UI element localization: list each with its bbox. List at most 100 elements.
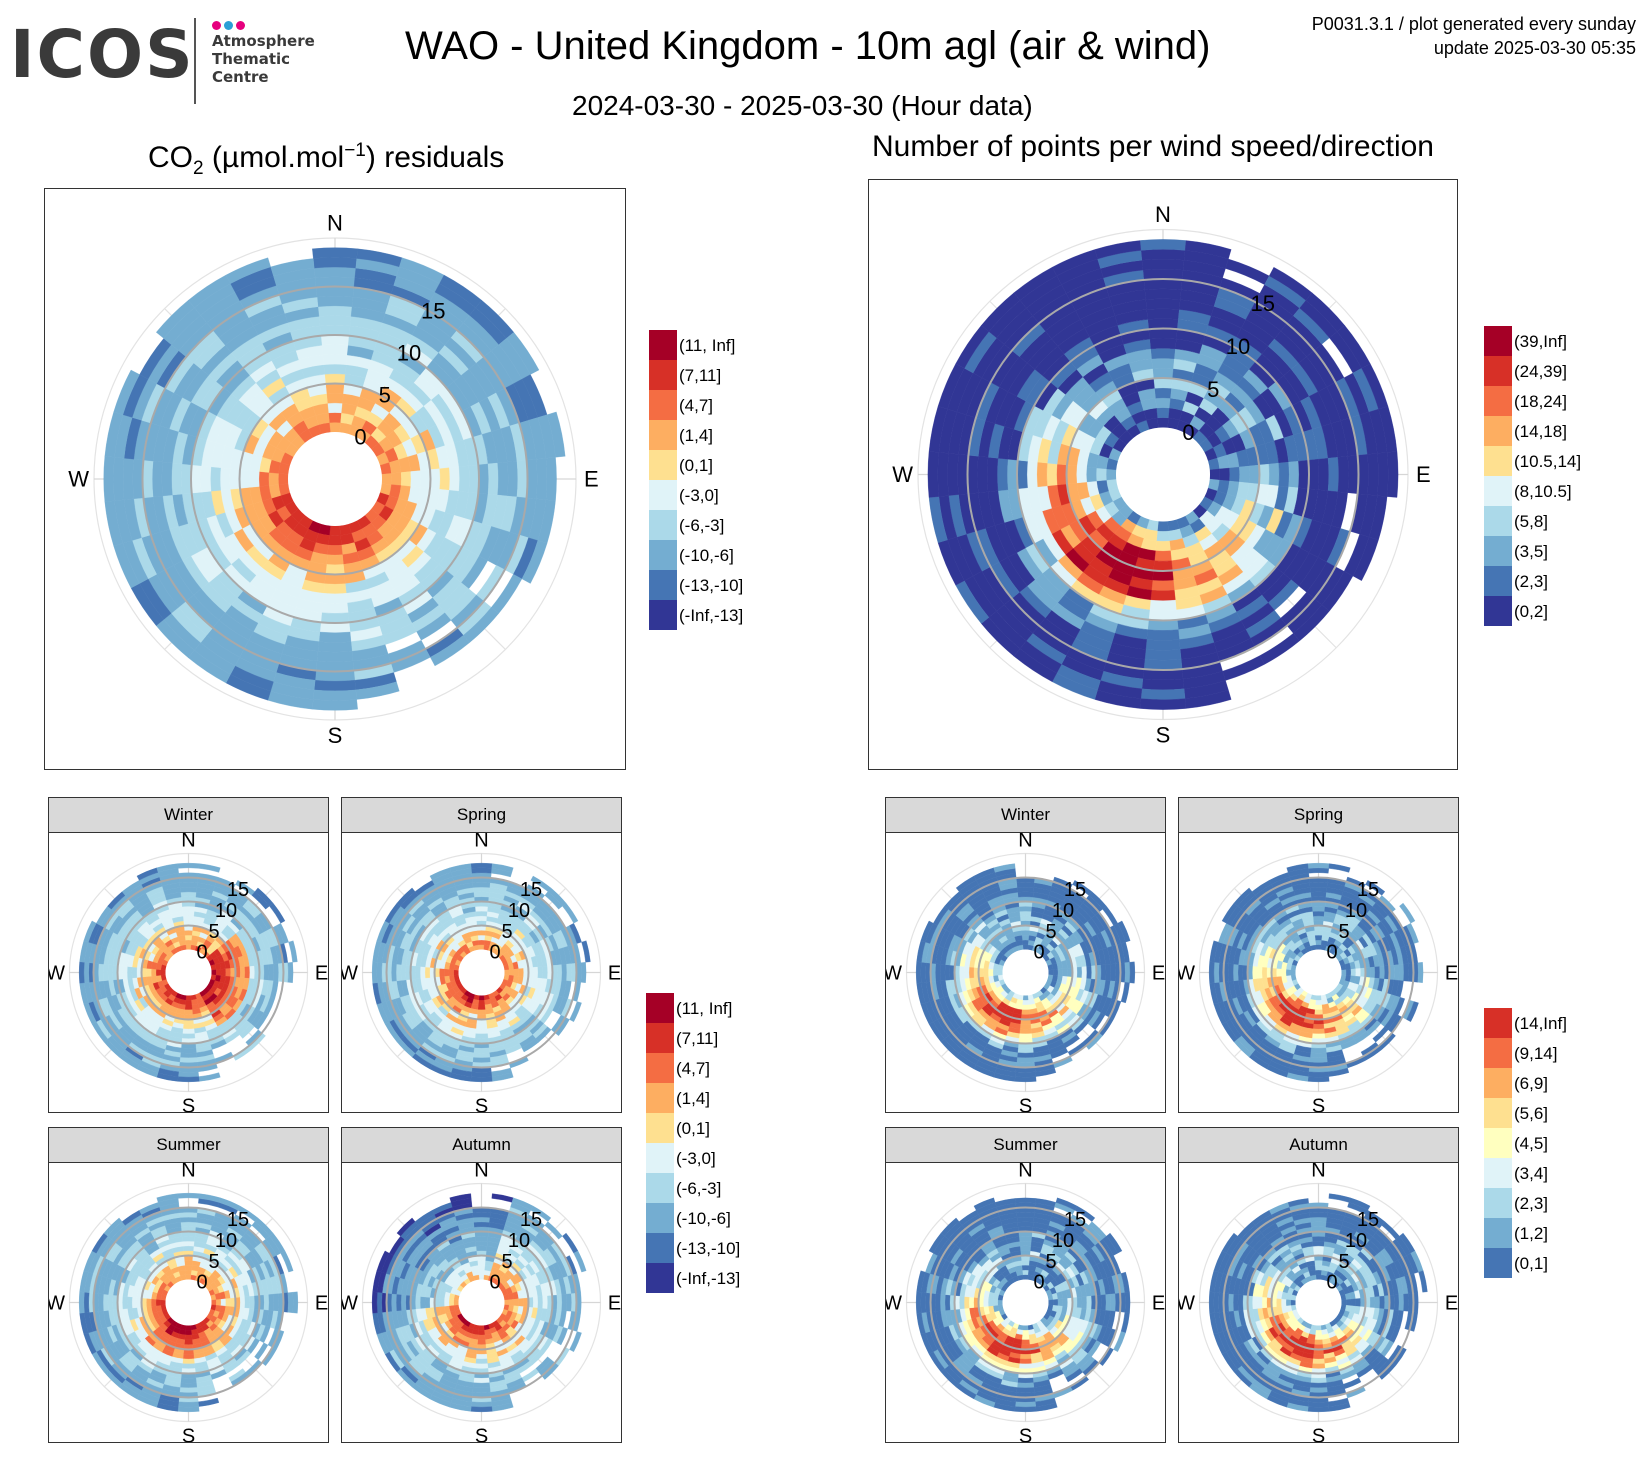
compass-n-label: N xyxy=(474,833,488,852)
heat-cell xyxy=(1022,1330,1029,1336)
compass-n-label: N xyxy=(1018,833,1032,852)
heat-cell xyxy=(472,1216,491,1223)
heat-cell xyxy=(1021,930,1030,936)
heat-cell xyxy=(1152,367,1174,379)
compass-w-label: W xyxy=(342,963,358,985)
heat-cell xyxy=(1139,239,1187,251)
heat-cell xyxy=(1386,451,1399,498)
heat-cell xyxy=(1377,452,1389,497)
heat-cell xyxy=(1315,944,1322,950)
compass-s-label: S xyxy=(182,1426,195,1443)
heat-cell xyxy=(184,1004,193,1011)
heat-cell xyxy=(1308,867,1329,874)
heat-cell xyxy=(1100,964,1107,981)
heat-cell xyxy=(155,969,161,976)
heat-cell xyxy=(1048,969,1054,976)
heat-cell xyxy=(1053,969,1059,976)
heat-cell xyxy=(184,1260,193,1266)
speed-tick-label: 0 xyxy=(196,942,207,964)
heat-cell xyxy=(146,968,152,977)
heat-cell xyxy=(1148,609,1178,621)
heat-cell xyxy=(1209,940,1219,963)
heat-cell xyxy=(1141,259,1185,271)
heat-cell xyxy=(316,296,354,307)
logo-divider xyxy=(194,18,196,104)
heat-cell xyxy=(470,1406,493,1413)
heat-cell xyxy=(1280,968,1287,977)
heat-cell xyxy=(1314,1004,1323,1011)
heat-cell xyxy=(1076,465,1087,484)
heat-cell xyxy=(935,963,941,982)
heat-cell xyxy=(478,995,485,1001)
center-hole xyxy=(289,433,381,525)
heat-cell xyxy=(509,969,515,976)
heat-cell xyxy=(963,1296,970,1309)
heat-cell xyxy=(150,968,157,977)
heat-cell xyxy=(1311,1033,1326,1039)
heat-cell xyxy=(1310,1047,1327,1054)
heat-cell xyxy=(472,1052,491,1059)
title-co: CO xyxy=(148,141,193,174)
heat-cell xyxy=(185,939,192,945)
compass-e-label: E xyxy=(315,963,328,985)
heat-cell xyxy=(113,457,125,501)
heat-cell xyxy=(1145,639,1181,651)
heat-cell xyxy=(478,1330,485,1336)
speed-tick-label: 10 xyxy=(215,900,237,922)
heat-cell xyxy=(477,1260,486,1266)
heat-cell xyxy=(178,1071,199,1078)
center-hole xyxy=(1003,950,1048,995)
heat-cell xyxy=(400,1294,407,1311)
heat-cell xyxy=(424,1296,431,1309)
heat-cell xyxy=(475,1240,488,1247)
center-hole xyxy=(166,950,211,995)
speed-tick-label: 0 xyxy=(354,424,366,449)
heat-cell xyxy=(959,1295,965,1310)
speed-ring xyxy=(1222,876,1415,1069)
heat-cell xyxy=(83,920,97,943)
heat-cell xyxy=(131,1296,138,1309)
heat-cell xyxy=(1144,649,1182,661)
heat-cell xyxy=(439,467,451,491)
title-sup: −1 xyxy=(344,140,366,161)
logo-dot xyxy=(224,21,233,30)
heat-cell xyxy=(150,1298,157,1307)
speed-ring xyxy=(966,278,1360,671)
compass-e-label: E xyxy=(1416,462,1431,487)
heat-cell xyxy=(185,1274,192,1280)
speed-tick-label: 15 xyxy=(421,298,445,323)
heat-cell xyxy=(1233,887,1253,907)
heat-cell xyxy=(1154,387,1172,399)
heat-cell xyxy=(327,402,343,414)
heat-cell xyxy=(983,968,989,977)
heat-cell xyxy=(1022,1000,1029,1006)
speed-tick-label: 5 xyxy=(501,1251,512,1273)
season-frame-spring-co2: 0 5 10 15 N E S W xyxy=(341,832,622,1113)
heat-cell xyxy=(416,612,452,641)
season-frame-winter-count: 0 5 10 15 N E S W xyxy=(885,832,1166,1113)
heat-cell xyxy=(993,863,1016,873)
compass-n-label: N xyxy=(1155,202,1171,227)
heat-cell xyxy=(182,1245,195,1252)
center-hole xyxy=(1296,950,1341,995)
heat-cell xyxy=(263,964,270,981)
heat-cell xyxy=(320,612,350,624)
heat-cell xyxy=(1048,1299,1054,1306)
heat-cell xyxy=(1367,453,1379,496)
heat-cell xyxy=(939,963,946,982)
compass-e-label: E xyxy=(608,1293,621,1315)
page-title: WAO - United Kingdom - 10m agl (air & wi… xyxy=(405,24,1211,68)
heat-cell xyxy=(210,466,221,492)
heat-cell xyxy=(276,922,289,944)
heat-cell xyxy=(542,1295,548,1310)
heat-cell xyxy=(312,247,358,259)
heat-cell xyxy=(177,1076,200,1083)
heat-cell xyxy=(1346,969,1352,976)
logo-sub-line: Thematic xyxy=(212,50,291,68)
heat-cell xyxy=(968,966,975,979)
heat-cell xyxy=(1017,1221,1034,1228)
compass-w-label: W xyxy=(892,462,913,487)
heat-cell xyxy=(1066,464,1077,485)
